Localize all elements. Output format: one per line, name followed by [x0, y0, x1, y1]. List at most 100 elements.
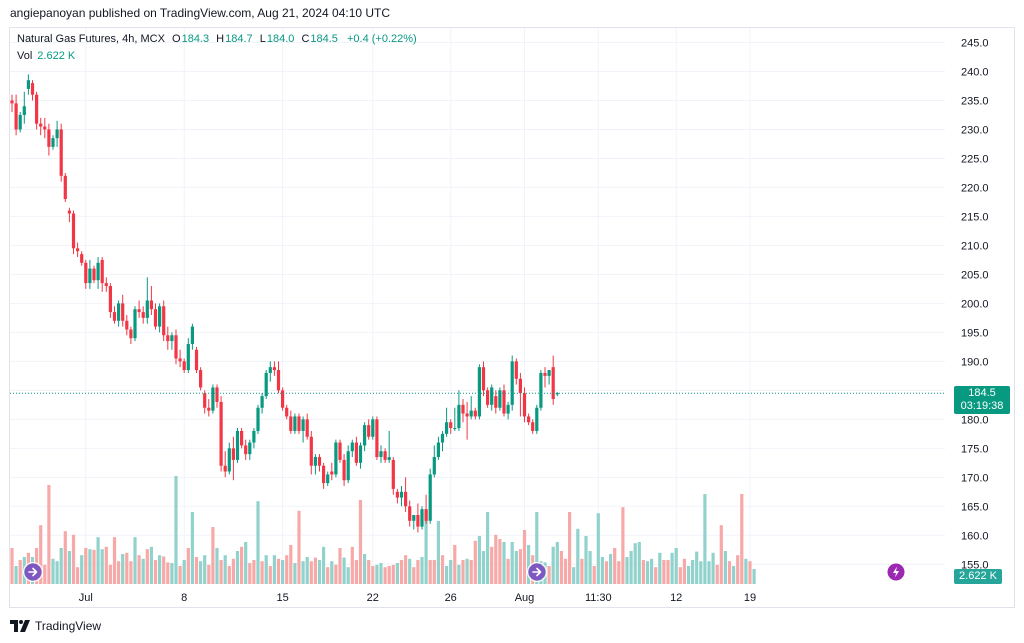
volume-bar [252, 560, 256, 584]
candle-body [276, 370, 281, 391]
volume-bar [752, 569, 756, 584]
candle-body [43, 126, 47, 130]
candle-body [527, 416, 531, 423]
volume-bar [522, 530, 527, 584]
candle-body [178, 358, 182, 362]
time-tick-label: 22 [367, 592, 379, 604]
candle-body [141, 312, 145, 318]
price-axis: 245.0 240.0 235.0 230.0 225.0 220.0 215.0 210.0… [961, 37, 989, 571]
candle-body [30, 83, 35, 95]
candle [313, 454, 317, 475]
low-label: L [259, 33, 266, 45]
price-tick-label: 175.0 [961, 443, 989, 455]
price-tick-label: 230.0 [961, 124, 989, 136]
candle [244, 439, 248, 460]
candle-body [100, 259, 104, 284]
time-tick-label: Aug [515, 592, 535, 604]
volume-bar [621, 507, 625, 584]
candle-body [211, 387, 215, 411]
candle [158, 303, 162, 333]
volume-bar [428, 560, 432, 584]
volume-bar [395, 563, 399, 584]
candle [26, 74, 30, 95]
candle-body [244, 445, 248, 455]
candle [80, 251, 84, 266]
candle [117, 300, 121, 327]
candle-body [104, 283, 108, 286]
candle [379, 445, 383, 463]
candle-body [539, 372, 543, 408]
time-tick-label: 19 [744, 592, 756, 604]
volume-bar [80, 555, 84, 584]
volume-bar [186, 548, 190, 584]
volume-bar [584, 536, 588, 584]
volume-bar [432, 560, 436, 584]
candle [55, 120, 59, 147]
volume-label[interactable]: Vol [17, 50, 33, 62]
candle-body [39, 123, 43, 127]
candle [432, 445, 436, 478]
candle-body [96, 262, 100, 281]
volume-bar [264, 555, 268, 584]
volume-bar [670, 552, 674, 584]
candle [190, 323, 194, 350]
arrow-right-circle-icon[interactable] [23, 562, 43, 582]
candle-body [117, 303, 121, 321]
volume-bar [342, 557, 346, 584]
candle [133, 306, 137, 342]
candle-body [354, 442, 358, 463]
time-axis: Jul 8 15 22 26 Aug 11:30 12 19 [79, 592, 756, 604]
candle [539, 370, 543, 411]
candle-body [391, 459, 395, 489]
candle-body [551, 367, 555, 400]
candle-body [490, 387, 494, 405]
candle-body [547, 370, 551, 376]
candle-body [305, 419, 309, 437]
candle [494, 390, 498, 414]
candle [547, 370, 551, 385]
volume-bar [244, 542, 248, 584]
volume-bar [358, 500, 363, 584]
candle [92, 265, 96, 284]
candle [490, 384, 494, 411]
volume-bar [149, 546, 153, 584]
candle [322, 462, 326, 489]
lightning-circle-icon[interactable] [886, 562, 906, 582]
volume-bar [166, 562, 170, 584]
volume-bar [174, 476, 178, 584]
candle [453, 407, 457, 431]
volume-bar [535, 512, 539, 584]
volume-bar [281, 560, 285, 584]
candle [35, 91, 39, 130]
symbol-title[interactable]: Natural Gas Futures, 4h, MCX [17, 33, 165, 45]
candle [207, 399, 211, 417]
candle [502, 384, 506, 417]
candle-body [510, 361, 514, 405]
candle-body [338, 442, 342, 460]
volume-bar [719, 525, 723, 584]
candle [162, 300, 166, 342]
arrow-right-circle-icon[interactable] [527, 562, 547, 582]
footer-brand[interactable]: TradingView [10, 619, 101, 633]
candle-body [121, 303, 125, 321]
volume-bar [227, 566, 231, 584]
chart-legend: Natural Gas Futures, 4h, MCX O184.3 H184… [17, 33, 417, 45]
volume-bar [47, 485, 51, 584]
candle [461, 399, 465, 423]
low-value: 184.0 [266, 33, 295, 45]
candle-body [342, 459, 346, 481]
candle [358, 442, 363, 469]
candle [338, 439, 342, 463]
volume-bar [305, 557, 309, 584]
volume-bar [260, 561, 264, 584]
volume-bar [572, 567, 576, 584]
candle-body [428, 474, 432, 521]
candle-body [194, 349, 199, 371]
volume-bar [293, 563, 297, 584]
candle [121, 294, 125, 327]
candle-body [108, 285, 112, 313]
candle-body [518, 378, 522, 394]
volume-bar [547, 566, 551, 584]
candle-body [240, 430, 244, 446]
